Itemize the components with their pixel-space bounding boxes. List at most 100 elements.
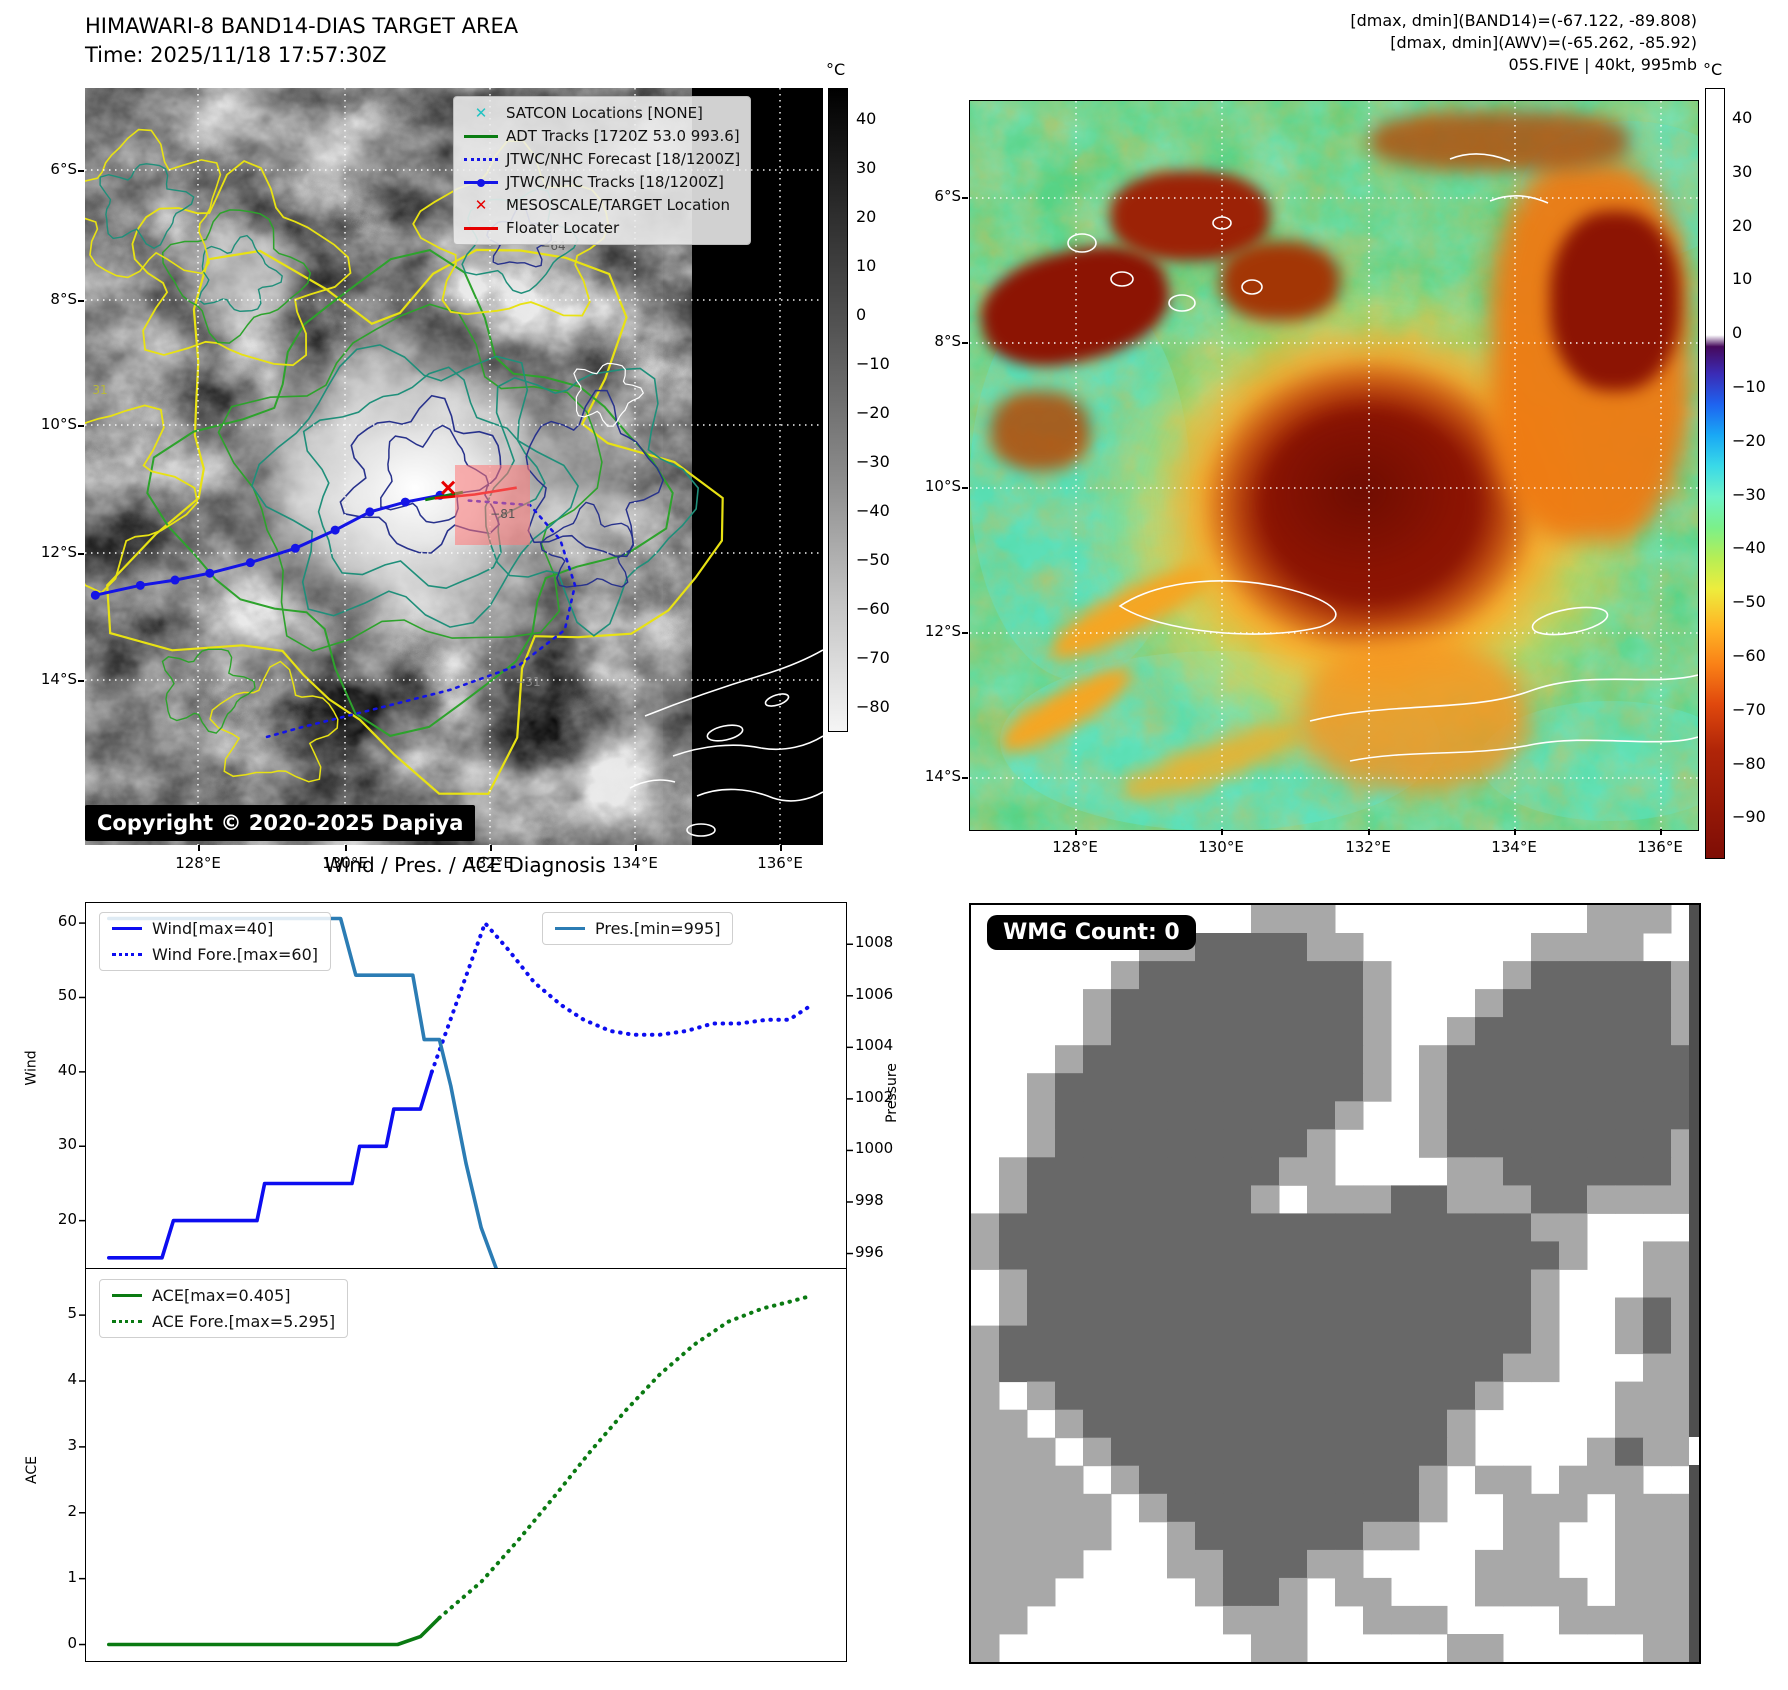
awv-header: [dmax, dmin](BAND14)=(-67.122, -89.808) … <box>1350 10 1697 76</box>
chart-legend-item: Pres.[min=995] <box>555 919 720 938</box>
legend-line-sample <box>112 1320 142 1323</box>
band14-colorbar-tick: −40 <box>856 501 890 520</box>
legend-line-sample <box>112 927 142 930</box>
lat-tick-label: 8°S <box>934 332 961 350</box>
pressure-ytick-label: 996 <box>855 1242 884 1261</box>
map-legend-item: ✕ SATCON Locations [NONE] <box>464 104 740 122</box>
band14-colorbar-tick: −30 <box>856 452 890 471</box>
lat-tick-label: 10°S <box>924 477 961 495</box>
lat-tick-mark <box>78 170 84 172</box>
lat-tick-label: 6°S <box>934 187 961 205</box>
e-red-core <box>1550 211 1680 391</box>
w-orange-patch <box>990 391 1090 471</box>
legend-line-sample <box>555 927 585 930</box>
map-legend-label: MESOSCALE/TARGET Location <box>506 196 731 214</box>
chart-legend-label: ACE Fore.[max=5.295] <box>152 1312 336 1331</box>
lat-tick-mark <box>962 487 968 489</box>
ace-ytick-label: 3 <box>67 1435 77 1454</box>
lat-tick-mark <box>78 680 84 682</box>
wmg-panel: WMG Count: 0 <box>969 903 1701 1664</box>
wind-ytick-label: 60 <box>57 912 77 931</box>
ace-ytick-label: 0 <box>67 1633 77 1652</box>
lat-tick-mark <box>962 632 968 634</box>
pressure-ytick-label: 1008 <box>855 933 894 952</box>
contour-label: −81 <box>490 506 516 521</box>
map-legend-item: Floater Locater <box>464 219 740 237</box>
awv-colorbar <box>1705 88 1725 859</box>
x-marker-icon: ✕ <box>474 104 488 122</box>
lat-lon-grid-right <box>970 101 1698 830</box>
band14-colorbar-tick: 0 <box>856 305 867 324</box>
map-legend-item: JTWC/NHC Tracks [18/1200Z] <box>464 173 740 191</box>
wind-ytick-label: 40 <box>57 1060 77 1079</box>
band14-colorbar-tick: −20 <box>856 403 890 422</box>
lon-tick-mark <box>198 845 200 851</box>
band14-colorbar-tick: −50 <box>856 550 890 569</box>
wind-ytick-label: 20 <box>57 1209 77 1228</box>
band14-colorbar-tick: −60 <box>856 599 890 618</box>
wmg-right-strip-notch <box>1689 1437 1699 1465</box>
pressure-legend: Pres.[min=995] <box>542 912 734 945</box>
lat-tick-mark <box>78 425 84 427</box>
ne-red-band <box>1370 111 1630 171</box>
awv-colorbar-tick: −80 <box>1732 753 1766 773</box>
wind-pressure-chart <box>79 902 853 1270</box>
n-red-patch-2 <box>1220 241 1340 321</box>
mesoscale-target-area-box <box>454 464 530 546</box>
awv-colorbar-tick: −60 <box>1732 646 1766 665</box>
lat-tick-label: 14°S <box>40 670 77 688</box>
map-legend-item: JTWC/NHC Forecast [18/1200Z] <box>464 150 740 168</box>
lon-tick-label: 132°E <box>1345 838 1391 856</box>
contour-label: 31 <box>92 383 108 398</box>
legend-line-sample <box>112 1294 142 1297</box>
line-marker-icon <box>464 127 498 145</box>
ace-ytick-label: 1 <box>67 1567 77 1586</box>
chart-legend-label: Wind Fore.[max=60] <box>152 945 318 964</box>
pressure-ytick-label: 1000 <box>855 1139 894 1158</box>
lat-tick-label: 14°S <box>924 767 961 785</box>
contour-label: −31 <box>515 674 541 689</box>
awv-colorbar-tick: −70 <box>1732 699 1766 719</box>
lon-tick-label: 136°E <box>757 854 803 872</box>
lon-tick-mark <box>1660 829 1662 835</box>
dmax-dmin-band14: [dmax, dmin](BAND14)=(-67.122, -89.808) <box>1350 11 1697 30</box>
lon-tick-mark <box>635 845 637 851</box>
line-marker-icon <box>464 219 498 237</box>
chart-legend-item: Wind Fore.[max=60] <box>112 945 318 964</box>
map-legend-label: Floater Locater <box>506 219 620 237</box>
lat-tick-label: 6°S <box>50 160 77 178</box>
band14-colorbar-tick: 40 <box>856 109 877 128</box>
lat-tick-mark <box>78 553 84 555</box>
band14-colorbar-tick: −10 <box>856 354 890 373</box>
chart-legend-label: Pres.[min=995] <box>595 919 721 938</box>
lon-tick-mark <box>1221 829 1223 835</box>
awv-colorbar-tick: 40 <box>1732 108 1753 127</box>
awv-colorbar-tick: 10 <box>1732 269 1753 289</box>
map-legend-label: ADT Tracks [1720Z 53.0 993.6] <box>506 127 740 145</box>
pressure-ytick-label: 1004 <box>855 1036 894 1055</box>
pressure-ytick-label: 1002 <box>855 1087 894 1106</box>
copyright-badge: Copyright © 2020-2025 Dapiya <box>85 805 476 841</box>
ace-legend: ACE[max=0.405] ACE Fore.[max=5.295] <box>99 1279 349 1338</box>
lon-tick-label: 134°E <box>612 854 658 872</box>
pressure-ytick-label: 1006 <box>855 984 894 1003</box>
awv-colorbar-tick: −40 <box>1732 538 1766 558</box>
awv-colorbar-tick: −50 <box>1732 592 1766 612</box>
coastline <box>629 649 823 837</box>
lon-tick-label: 130°E <box>322 854 368 872</box>
map-legend: ✕ SATCON Locations [NONE] ADT Tracks [1720… <box>453 96 752 245</box>
awv-colorbar-tick: −10 <box>1732 377 1766 396</box>
pressure-ytick-label: 998 <box>855 1190 884 1209</box>
ace-axis-label: ACE <box>23 1456 40 1484</box>
map-legend-label: JTWC/NHC Forecast [18/1200Z] <box>506 150 741 168</box>
lon-tick-label: 132°E <box>467 854 513 872</box>
line-marker-icon <box>464 150 498 168</box>
awv-colorbar-tick: 0 <box>1732 323 1743 343</box>
awv-colorbar-tick: −90 <box>1732 807 1766 827</box>
s-orange-extension <box>1300 641 1530 791</box>
lon-tick-label: 134°E <box>1491 838 1537 856</box>
chart-legend-item: Wind[max=40] <box>112 919 318 938</box>
coastline-right <box>1067 153 1698 762</box>
awv-colorbar-tick: 20 <box>1732 215 1753 235</box>
band14-colorbar-unit: °C <box>826 60 846 79</box>
